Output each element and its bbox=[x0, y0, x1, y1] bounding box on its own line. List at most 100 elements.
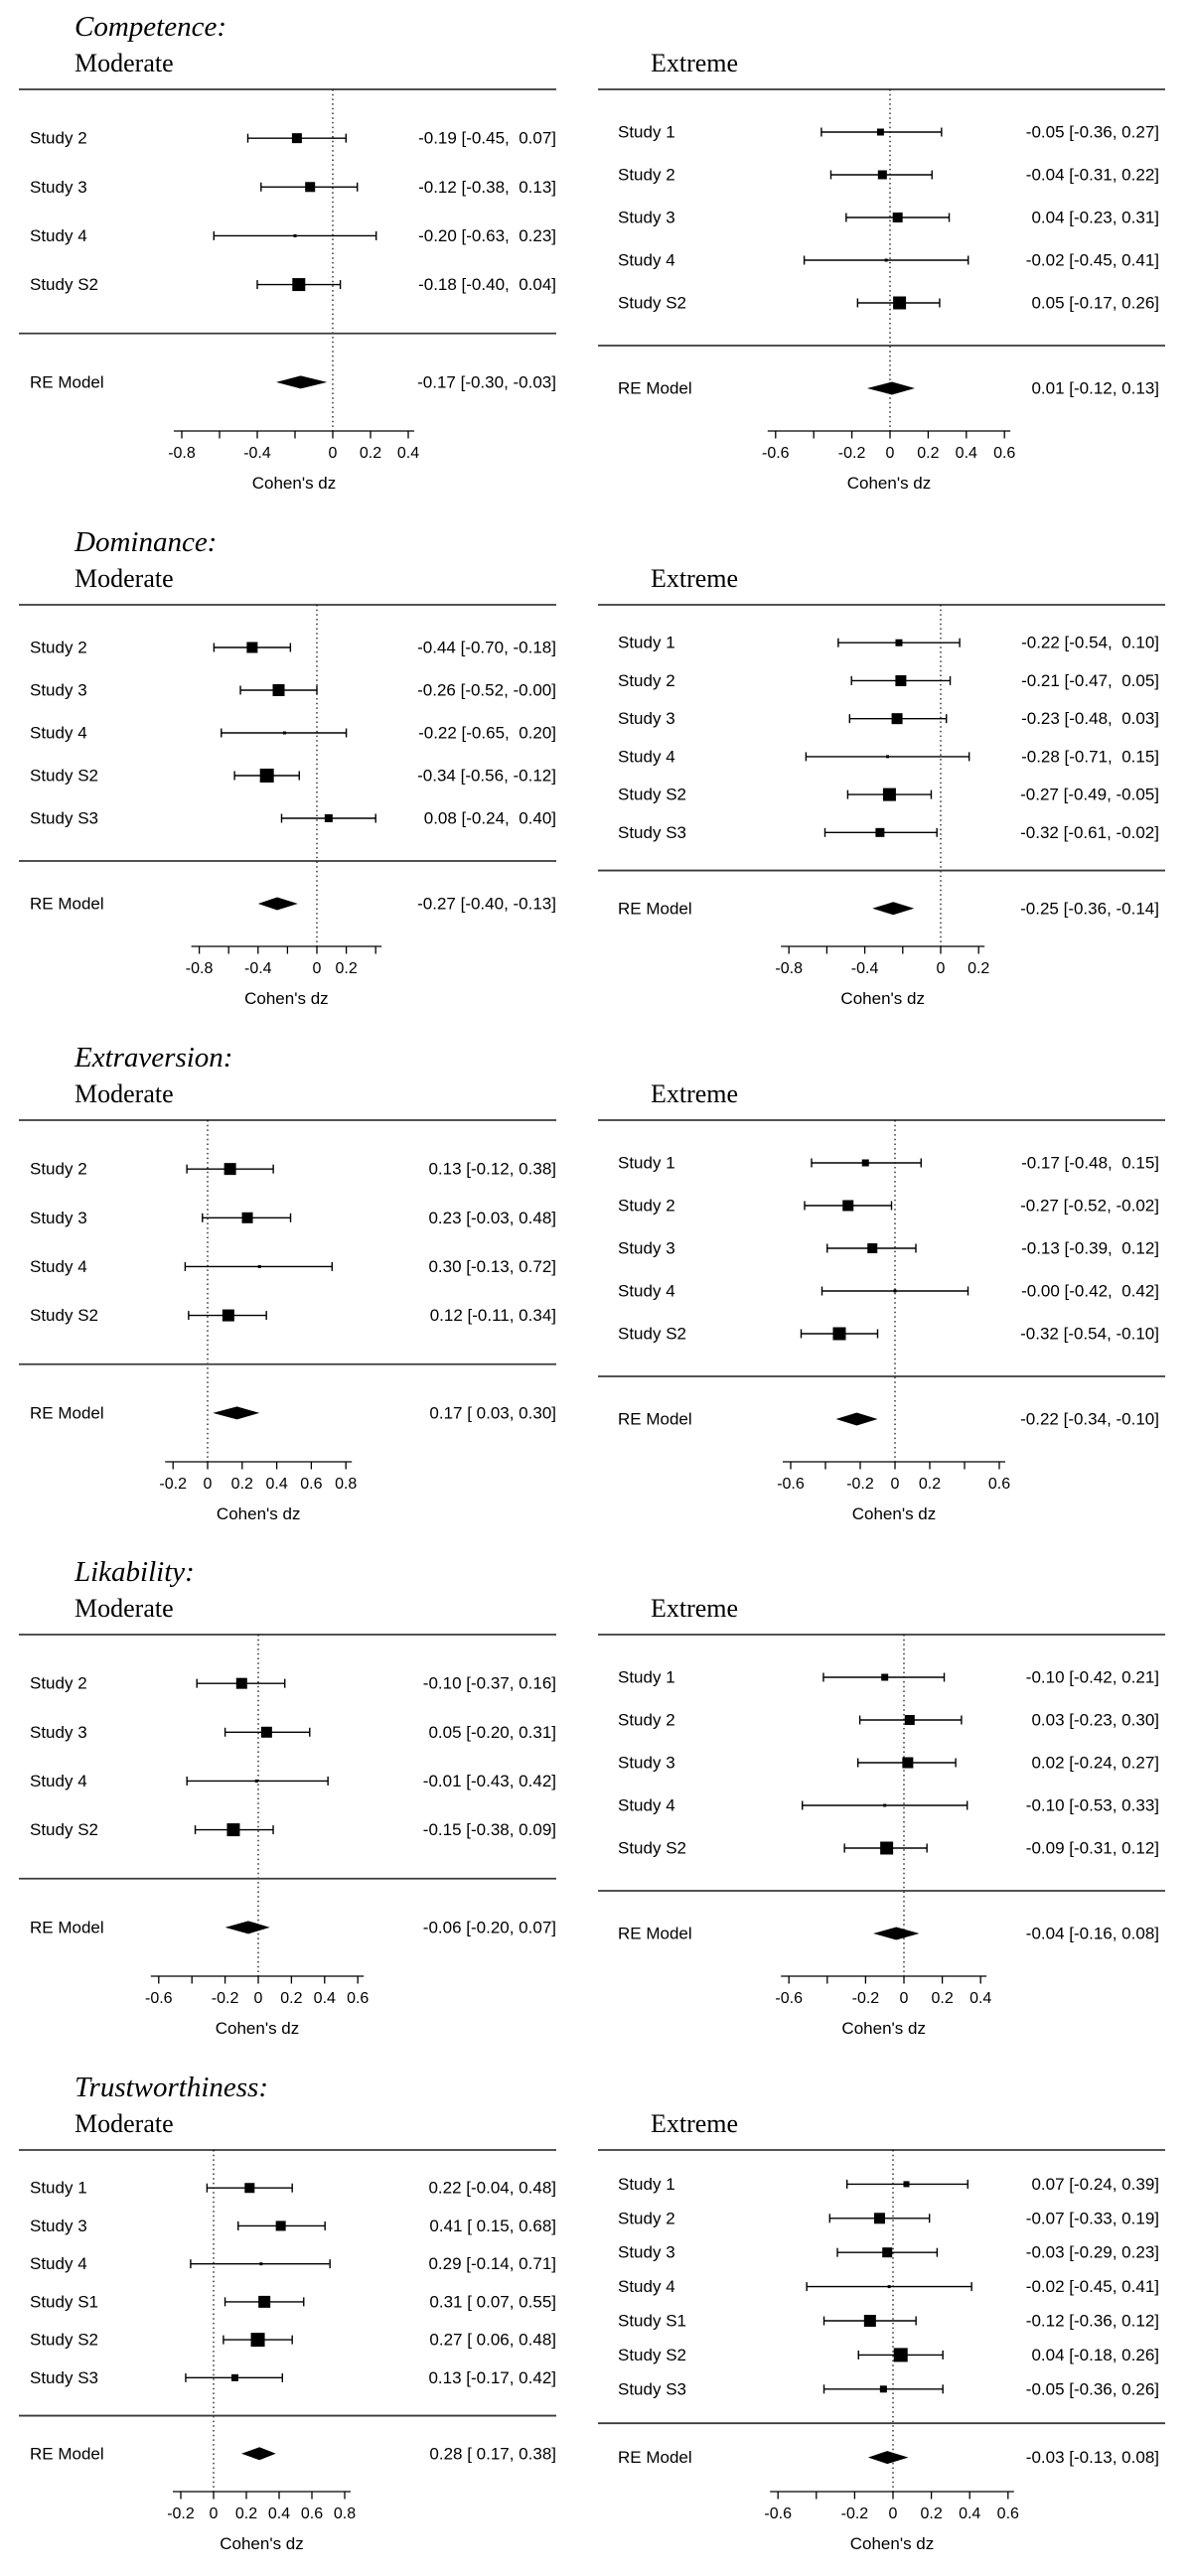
estimate-box bbox=[879, 2385, 887, 2393]
x-axis-tick-label: 0.4 bbox=[314, 1990, 336, 2007]
study-row: Study S2 -0.18 [-0.40, 0.04] bbox=[30, 275, 556, 294]
study-label: Study 4 bbox=[618, 1282, 675, 1301]
re-model-label: RE Model bbox=[30, 2444, 104, 2463]
study-row: Study 2 -0.19 [-0.45, 0.07] bbox=[30, 129, 556, 148]
x-axis-tick-label: 0.6 bbox=[997, 2505, 1019, 2522]
study-row: Study 1 -0.10 [-0.42, 0.21] bbox=[618, 1668, 1159, 1687]
forest-panel-competence-moderate: Competence: Moderate Study 2 -0.19 [-0.45, … bbox=[19, 11, 556, 493]
re-model-annotation: 0.28 [ 0.17, 0.38] bbox=[429, 2444, 556, 2463]
re-model-annotation: -0.17 [-0.30, -0.03] bbox=[417, 372, 556, 391]
study-label: Study 3 bbox=[30, 1723, 87, 1742]
study-label: Study 1 bbox=[30, 2179, 87, 2198]
study-annotation: 0.05 [-0.20, 0.31] bbox=[424, 1723, 556, 1742]
study-annotation: 0.30 [-0.13, 0.72] bbox=[428, 1257, 556, 1276]
study-row: Study S1 0.31 [ 0.07, 0.55] bbox=[30, 2292, 556, 2311]
study-row: Study 2 -0.44 [-0.70, -0.18] bbox=[30, 639, 556, 657]
study-label: Study 3 bbox=[30, 1209, 87, 1227]
study-label: Study 2 bbox=[30, 639, 87, 657]
study-annotation: -0.22 [-0.65, 0.20] bbox=[418, 724, 556, 743]
forest-panel-dominance-extreme: Extreme Study 1 -0.22 [-0.54, 0.10] Study 2… bbox=[598, 564, 1165, 1008]
x-axis-tick-label: -0.2 bbox=[841, 2505, 869, 2522]
x-axis-tick-label: -0.6 bbox=[145, 1990, 173, 2007]
re-diamond bbox=[224, 1921, 270, 1934]
x-axis-tick-label: 0.2 bbox=[931, 1990, 953, 2007]
x-axis-tick-label: 0.2 bbox=[280, 1990, 302, 2007]
study-label: Study S3 bbox=[618, 2379, 686, 2398]
x-axis-tick-label: 0.2 bbox=[360, 445, 381, 462]
study-row: Study S2 0.27 [ 0.06, 0.48] bbox=[30, 2331, 556, 2350]
estimate-box bbox=[842, 1200, 854, 1212]
estimate-box bbox=[305, 182, 316, 193]
estimate-box bbox=[895, 639, 903, 646]
study-label: Study 2 bbox=[30, 129, 87, 148]
estimate-box bbox=[893, 296, 907, 310]
estimate-box bbox=[893, 1289, 897, 1293]
forest-panel-trustworthiness-extreme: Extreme Study 1 0.07 [-0.24, 0.39] Study 2… bbox=[598, 2109, 1165, 2553]
re-model-annotation: -0.25 [-0.36, -0.14] bbox=[1020, 899, 1159, 918]
study-row: Study 4 -0.20 [-0.63, 0.23] bbox=[30, 226, 556, 245]
study-annotation: 0.02 [-0.24, 0.27] bbox=[1027, 1754, 1159, 1773]
study-annotation: -0.02 [-0.45, 0.41] bbox=[1026, 2277, 1159, 2296]
x-axis-tick-label: -0.2 bbox=[852, 1990, 880, 2007]
re-diamond bbox=[213, 1406, 260, 1420]
re-diamond bbox=[835, 1412, 878, 1426]
re-diamond bbox=[257, 897, 298, 911]
study-annotation: 0.29 [-0.14, 0.71] bbox=[428, 2254, 556, 2273]
study-row: Study 2 -0.10 [-0.37, 0.16] bbox=[30, 1674, 556, 1693]
study-label: Study S2 bbox=[30, 1820, 98, 1839]
study-annotation: -0.18 [-0.40, 0.04] bbox=[418, 275, 556, 294]
study-annotation: -0.09 [-0.31, 0.12] bbox=[1026, 1839, 1159, 1858]
estimate-box bbox=[875, 827, 885, 837]
study-label: Study 4 bbox=[30, 724, 87, 743]
study-label: Study 3 bbox=[30, 178, 87, 197]
study-label: Study 1 bbox=[618, 1154, 675, 1173]
study-annotation: 0.05 [-0.17, 0.26] bbox=[1027, 294, 1159, 313]
study-row: Study S2 0.05 [-0.17, 0.26] bbox=[618, 294, 1159, 313]
x-axis-tick-label: 0.4 bbox=[959, 2505, 980, 2522]
study-row: Study S3 0.13 [-0.17, 0.42] bbox=[30, 2368, 556, 2387]
study-annotation: -0.05 [-0.36, 0.27] bbox=[1026, 123, 1159, 142]
forest-panel-trustworthiness-moderate: Trustworthiness: Moderate Study 1 0.22 [-0.… bbox=[19, 2072, 556, 2553]
re-model-row: RE Model -0.03 [-0.13, 0.08] bbox=[618, 2448, 1159, 2467]
study-annotation: -0.13 [-0.39, 0.12] bbox=[1021, 1239, 1159, 1258]
panel-trait-title: Extraversion: bbox=[74, 1042, 232, 1073]
study-annotation: -0.04 [-0.31, 0.22] bbox=[1026, 166, 1159, 185]
study-annotation: 0.07 [-0.24, 0.39] bbox=[1027, 2175, 1159, 2194]
study-annotation: 0.04 [-0.23, 0.31] bbox=[1027, 209, 1159, 227]
x-axis-tick-label: 0.2 bbox=[968, 960, 989, 977]
estimate-box bbox=[882, 787, 896, 801]
re-model-annotation: -0.03 [-0.13, 0.08] bbox=[1026, 2448, 1159, 2467]
study-annotation: 0.23 [-0.03, 0.48] bbox=[428, 1209, 556, 1227]
study-annotation: -0.19 [-0.45, 0.07] bbox=[418, 129, 556, 148]
study-label: Study 4 bbox=[30, 1772, 87, 1790]
x-axis-tick-label: 0 bbox=[313, 960, 322, 977]
re-model-row: RE Model -0.17 [-0.30, -0.03] bbox=[30, 372, 556, 391]
study-annotation: 0.08 [-0.24, 0.40] bbox=[419, 809, 556, 828]
study-row: Study 1 0.22 [-0.04, 0.48] bbox=[30, 2179, 556, 2198]
x-axis-tick-label: -0.2 bbox=[212, 1990, 239, 2007]
x-axis-tick-label: -0.6 bbox=[775, 1990, 803, 2007]
panel-condition-title: Extreme bbox=[651, 1079, 738, 1108]
study-annotation: -0.17 [-0.48, 0.15] bbox=[1021, 1154, 1159, 1173]
study-label: Study 1 bbox=[618, 2175, 675, 2194]
estimate-box bbox=[863, 2315, 876, 2327]
study-row: Study 3 0.23 [-0.03, 0.48] bbox=[30, 1209, 556, 1227]
study-row: Study 3 0.04 [-0.23, 0.31] bbox=[618, 209, 1159, 227]
x-axis-title: Cohen's dz bbox=[850, 2534, 935, 2553]
study-annotation: -0.12 [-0.38, 0.13] bbox=[418, 178, 556, 197]
re-model-label: RE Model bbox=[30, 1403, 104, 1422]
study-label: Study S2 bbox=[618, 1839, 686, 1858]
x-axis-tick-label: 0.2 bbox=[235, 2505, 257, 2522]
study-label: Study S2 bbox=[618, 786, 686, 804]
study-label: Study 2 bbox=[30, 1674, 87, 1693]
re-model-label: RE Model bbox=[30, 895, 104, 914]
estimate-box bbox=[254, 1779, 258, 1783]
re-model-label: RE Model bbox=[30, 1918, 104, 1936]
x-axis-title: Cohen's dz bbox=[217, 1504, 301, 1523]
study-label: Study 1 bbox=[618, 123, 675, 142]
x-axis-tick-label: 0.8 bbox=[335, 1476, 357, 1493]
study-annotation: -0.21 [-0.47, 0.05] bbox=[1021, 671, 1159, 690]
study-annotation: -0.32 [-0.54, -0.10] bbox=[1020, 1325, 1159, 1344]
x-axis-tick-label: 0.4 bbox=[397, 445, 419, 462]
